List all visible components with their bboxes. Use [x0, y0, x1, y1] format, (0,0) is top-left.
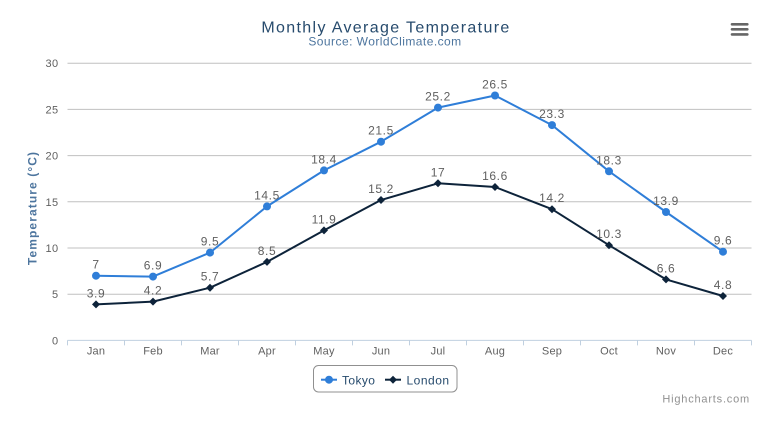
svg-text:9.5: 9.5	[201, 235, 219, 249]
svg-text:15: 15	[45, 197, 58, 209]
svg-text:Aug: Aug	[485, 345, 505, 357]
svg-text:17: 17	[431, 165, 446, 179]
svg-text:18.3: 18.3	[596, 153, 622, 167]
svg-text:London: London	[407, 373, 450, 387]
svg-text:11.9: 11.9	[312, 212, 337, 226]
svg-text:10: 10	[45, 243, 58, 255]
svg-text:25.2: 25.2	[425, 90, 451, 104]
svg-text:3.9: 3.9	[87, 286, 105, 300]
svg-text:25: 25	[45, 104, 58, 116]
svg-text:13.9: 13.9	[653, 194, 679, 208]
svg-text:6.9: 6.9	[144, 259, 162, 273]
svg-text:4.8: 4.8	[714, 278, 732, 292]
svg-text:10.3: 10.3	[596, 227, 622, 241]
svg-text:14.2: 14.2	[539, 191, 565, 205]
svg-text:Jan: Jan	[87, 345, 105, 357]
svg-text:5: 5	[52, 289, 59, 301]
svg-text:Mar: Mar	[200, 345, 220, 357]
svg-text:23.3: 23.3	[539, 107, 565, 121]
svg-text:Monthly Average Temperature: Monthly Average Temperature	[261, 20, 510, 37]
svg-text:14.5: 14.5	[254, 188, 280, 202]
svg-text:Tokyo: Tokyo	[342, 373, 375, 387]
svg-text:0: 0	[52, 335, 59, 347]
svg-text:Feb: Feb	[143, 345, 163, 357]
svg-text:Dec: Dec	[713, 345, 733, 357]
svg-text:Sep: Sep	[542, 345, 562, 357]
svg-text:Source: WorldClimate.com: Source: WorldClimate.com	[308, 35, 461, 49]
svg-text:9.6: 9.6	[714, 234, 732, 248]
svg-text:4.2: 4.2	[144, 284, 162, 298]
svg-text:5.7: 5.7	[201, 270, 219, 284]
svg-text:Highcharts.com: Highcharts.com	[662, 393, 750, 405]
svg-text:Jun: Jun	[372, 345, 390, 357]
svg-text:May: May	[313, 345, 335, 357]
svg-text:Temperature (°C): Temperature (°C)	[26, 151, 40, 265]
svg-text:7: 7	[92, 258, 99, 272]
svg-text:Apr: Apr	[258, 345, 276, 357]
svg-text:21.5: 21.5	[368, 124, 394, 138]
svg-text:Oct: Oct	[600, 345, 618, 357]
svg-text:Nov: Nov	[656, 345, 676, 357]
svg-text:18.4: 18.4	[311, 152, 337, 166]
svg-text:26.5: 26.5	[482, 78, 508, 92]
svg-text:6.6: 6.6	[657, 261, 675, 275]
svg-text:20: 20	[45, 151, 58, 163]
svg-text:8.5: 8.5	[258, 244, 276, 258]
svg-text:Jul: Jul	[431, 345, 446, 357]
svg-text:30: 30	[45, 58, 58, 70]
svg-text:15.2: 15.2	[368, 182, 394, 196]
svg-text:16.6: 16.6	[482, 169, 508, 183]
